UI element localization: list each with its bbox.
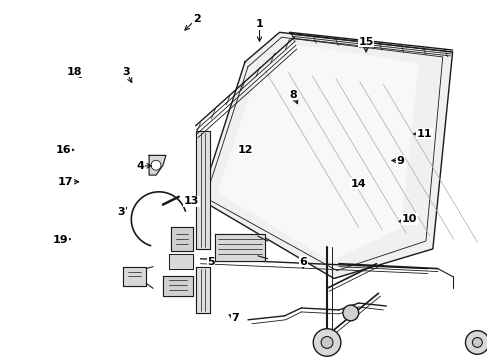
Polygon shape [219, 44, 418, 261]
Text: 18: 18 [67, 67, 82, 77]
Text: 1: 1 [256, 19, 264, 29]
Circle shape [472, 338, 482, 347]
Text: 3: 3 [122, 67, 130, 77]
Text: 4: 4 [137, 161, 145, 171]
Text: 3: 3 [118, 207, 125, 217]
Text: 14: 14 [351, 179, 367, 189]
Polygon shape [169, 254, 193, 269]
Polygon shape [196, 267, 210, 313]
Text: 7: 7 [231, 313, 239, 323]
Text: 6: 6 [299, 257, 307, 266]
Circle shape [313, 329, 341, 356]
Polygon shape [171, 227, 193, 251]
Circle shape [343, 305, 359, 321]
Text: 12: 12 [237, 145, 253, 155]
Circle shape [151, 160, 161, 170]
Text: 10: 10 [402, 214, 417, 224]
Text: 13: 13 [184, 196, 199, 206]
Text: 19: 19 [53, 235, 69, 245]
Text: 17: 17 [58, 177, 74, 187]
Polygon shape [149, 156, 166, 175]
Text: 11: 11 [416, 129, 432, 139]
Polygon shape [196, 131, 210, 249]
Polygon shape [123, 267, 146, 286]
Text: 8: 8 [290, 90, 297, 100]
Circle shape [466, 330, 489, 354]
Circle shape [321, 337, 333, 348]
Text: 9: 9 [396, 156, 404, 166]
Polygon shape [163, 276, 193, 296]
Text: 16: 16 [55, 145, 71, 155]
Polygon shape [200, 32, 453, 278]
Text: 15: 15 [358, 37, 374, 47]
Text: 2: 2 [193, 14, 200, 24]
Polygon shape [215, 234, 265, 261]
Text: 5: 5 [207, 257, 215, 266]
